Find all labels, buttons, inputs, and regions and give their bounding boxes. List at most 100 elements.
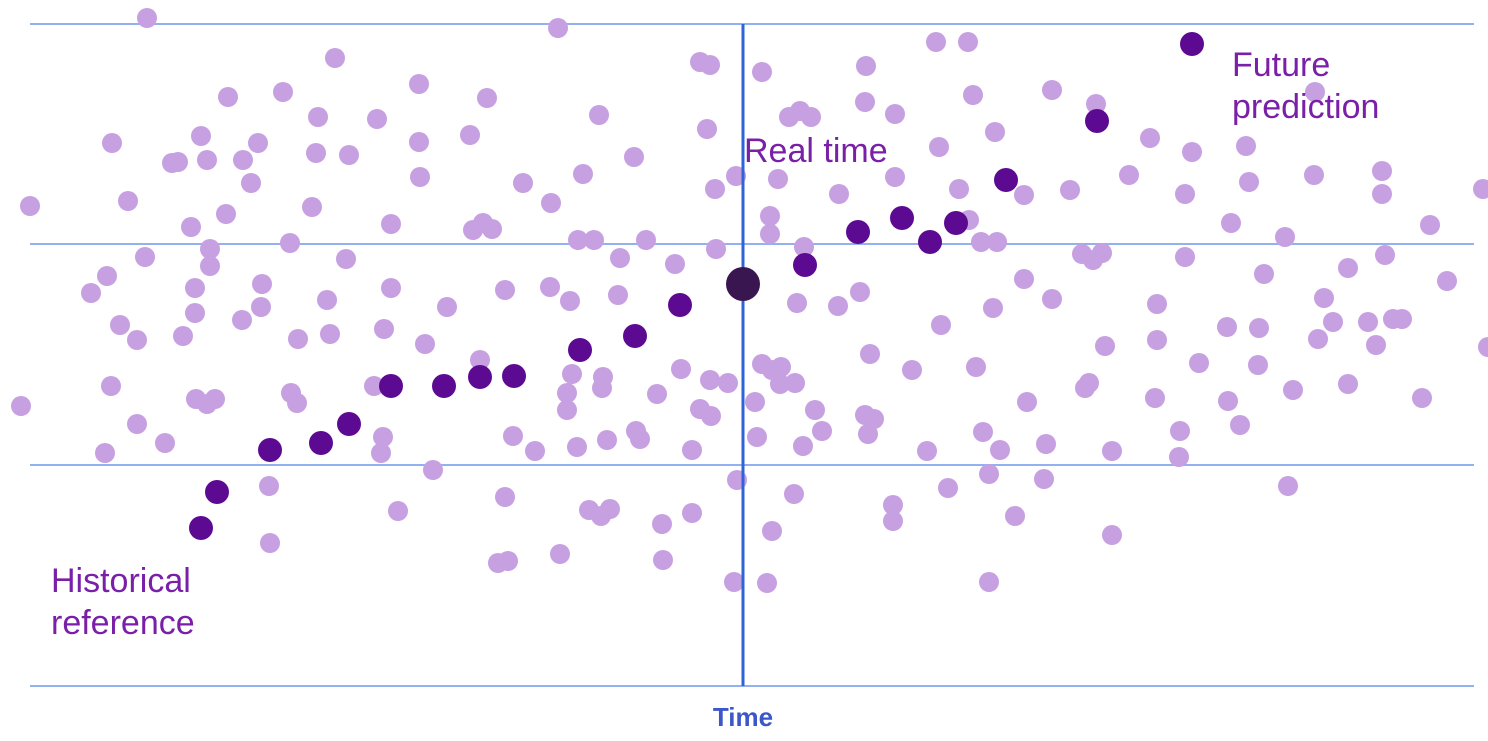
background-dot — [697, 119, 717, 139]
background-dot — [1275, 227, 1295, 247]
background-dot — [550, 544, 570, 564]
background-dot — [317, 290, 337, 310]
background-dot — [902, 360, 922, 380]
background-dot — [1338, 374, 1358, 394]
background-dot — [1217, 317, 1237, 337]
background-dot — [252, 274, 272, 294]
background-dot — [938, 478, 958, 498]
background-dot — [762, 521, 782, 541]
background-dot — [785, 373, 805, 393]
background-dot — [185, 303, 205, 323]
background-dot — [173, 326, 193, 346]
background-dot — [562, 364, 582, 384]
trajectory-dot — [793, 253, 817, 277]
background-dot — [540, 277, 560, 297]
background-dot — [1314, 288, 1334, 308]
trajectory-dot — [1085, 109, 1109, 133]
background-dot — [200, 256, 220, 276]
background-dot — [973, 422, 993, 442]
background-dot — [1372, 184, 1392, 204]
background-dot — [260, 533, 280, 553]
background-dot — [127, 330, 147, 350]
background-dot — [858, 424, 878, 444]
background-dot — [1305, 82, 1325, 102]
historical-reference-label: Historical reference — [51, 562, 195, 642]
future-prediction-label: Future prediction — [1232, 46, 1380, 126]
background-dot — [700, 55, 720, 75]
background-dot — [1095, 336, 1115, 356]
background-dot — [102, 133, 122, 153]
background-dot — [949, 179, 969, 199]
background-dot — [273, 82, 293, 102]
background-dot — [1036, 434, 1056, 454]
background-dot — [794, 237, 814, 257]
background-dot — [101, 376, 121, 396]
background-dot — [308, 107, 328, 127]
background-dot — [513, 173, 533, 193]
trajectory-dot — [468, 365, 492, 389]
background-dot — [568, 230, 588, 250]
background-dot — [1236, 136, 1256, 156]
background-dot — [1218, 391, 1238, 411]
trajectory-dot — [846, 220, 870, 244]
background-dot — [706, 239, 726, 259]
background-dot — [864, 409, 884, 429]
background-dot — [1147, 294, 1167, 314]
background-dot — [653, 550, 673, 570]
background-dot — [205, 389, 225, 409]
background-dot — [850, 282, 870, 302]
background-dot — [885, 104, 905, 124]
background-dot — [724, 572, 744, 592]
background-dot — [1248, 355, 1268, 375]
trajectory-dot — [668, 293, 692, 317]
background-dot — [548, 18, 568, 38]
background-dot — [415, 334, 435, 354]
background-dot — [592, 378, 612, 398]
background-dot — [589, 105, 609, 125]
background-dot — [1005, 506, 1025, 526]
background-dot — [573, 164, 593, 184]
background-dot — [779, 107, 799, 127]
background-dot — [1375, 245, 1395, 265]
background-dot — [137, 8, 157, 28]
background-dot — [726, 166, 746, 186]
background-dot — [752, 62, 772, 82]
background-dot — [1392, 309, 1412, 329]
background-dot — [373, 427, 393, 447]
background-dot — [768, 169, 788, 189]
current-time-dot — [726, 267, 760, 301]
background-dot — [1358, 312, 1378, 332]
background-dot — [97, 266, 117, 286]
background-dot — [320, 324, 340, 344]
background-dot — [197, 150, 217, 170]
trajectory-dot — [994, 168, 1018, 192]
background-dot — [1147, 330, 1167, 350]
background-dot — [1034, 469, 1054, 489]
trajectory-dot — [568, 338, 592, 362]
background-dot — [1014, 185, 1034, 205]
background-dot — [665, 254, 685, 274]
trajectory-dot — [258, 438, 282, 462]
background-dot — [110, 315, 130, 335]
background-dot — [1412, 388, 1432, 408]
background-dot — [624, 147, 644, 167]
trajectory-dot — [502, 364, 526, 388]
background-dot — [985, 122, 1005, 142]
background-dot — [1175, 184, 1195, 204]
background-dot — [745, 392, 765, 412]
background-dot — [1254, 264, 1274, 284]
background-dot — [1437, 271, 1457, 291]
background-dot — [1170, 421, 1190, 441]
background-dot — [1230, 415, 1250, 435]
background-dot — [288, 329, 308, 349]
background-dot — [503, 426, 523, 446]
background-dot — [567, 437, 587, 457]
background-dot — [883, 511, 903, 531]
background-dot — [801, 107, 821, 127]
background-dot — [652, 514, 672, 534]
background-dot — [155, 433, 175, 453]
trajectory-dot — [205, 480, 229, 504]
background-dot — [931, 315, 951, 335]
trajectory-dot — [189, 516, 213, 540]
background-dot — [181, 217, 201, 237]
